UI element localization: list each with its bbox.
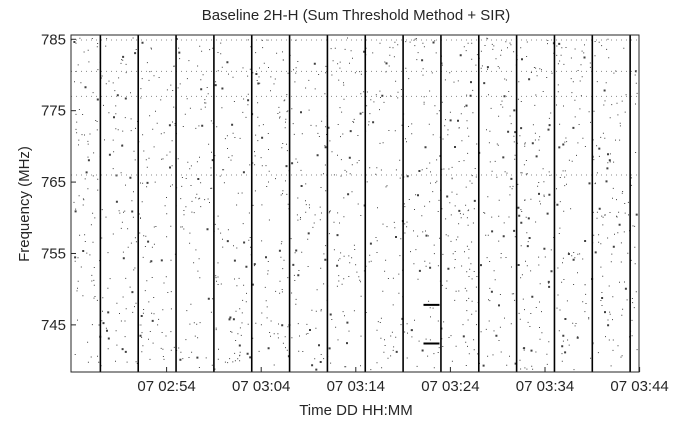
plot-background	[71, 35, 639, 372]
x-axis-label: Time DD HH:MM	[299, 402, 413, 419]
y-axis-label: Frequency (MHz)	[16, 146, 33, 262]
x-tick-label: 07 03:44	[610, 378, 668, 395]
y-tick-label: 775	[41, 103, 66, 120]
y-tick-label: 765	[41, 174, 66, 191]
y-tick-label: 755	[41, 245, 66, 262]
x-tick-label: 07 02:54	[137, 378, 195, 395]
plot-area	[70, 34, 640, 373]
y-axis: 785 775 765 755 745	[41, 31, 76, 334]
x-tick-label: 07 03:04	[232, 378, 290, 395]
y-tick-label: 745	[41, 317, 66, 334]
x-tick-label: 07 03:24	[421, 378, 479, 395]
y-tick-label: 785	[41, 31, 66, 48]
x-tick-label: 07 03:14	[327, 378, 385, 395]
x-tick-label: 07 03:34	[516, 378, 574, 395]
x-axis: 07 02:54 07 03:04 07 03:14 07 03:24 07 03:34…	[137, 367, 669, 395]
chart-title: Baseline 2H-H (Sum Threshold Method + SI…	[202, 7, 511, 24]
axes-frame	[70, 34, 640, 373]
